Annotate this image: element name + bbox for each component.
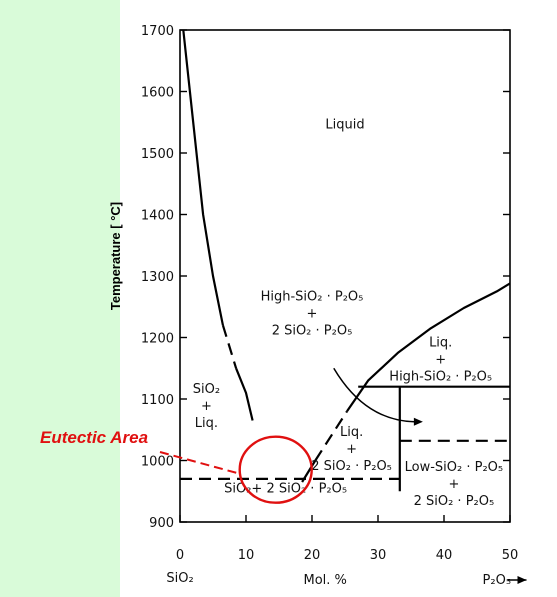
y-axis-title: Temperature [ °C]: [108, 202, 123, 310]
region-label: SiO₂+ 2 SiO₂ · P₂O₅: [224, 481, 347, 496]
x-axis-title: Mol. %: [303, 573, 346, 588]
region-label-line: Liquid: [325, 117, 364, 132]
x-tick-label: 0: [176, 548, 184, 563]
y-tick-label: 1700: [141, 24, 174, 39]
x-tick-label: 10: [238, 548, 255, 563]
solid-boundary: [235, 367, 254, 421]
x-axis-right-end-label: P₂O₅: [483, 573, 512, 588]
region-pointer-arrowhead: [413, 417, 423, 426]
dashed-boundary: [221, 324, 238, 369]
region-label-line: Liq.: [340, 425, 363, 440]
region-label-line: Liq.: [429, 336, 452, 351]
x-tick-label: 30: [370, 548, 387, 563]
y-tick-label: 1300: [141, 270, 174, 285]
region-label-line: SiO₂: [193, 382, 220, 397]
region-label-line: 2 SiO₂ · P₂O₅: [311, 459, 392, 474]
y-tick-label: 1400: [141, 209, 174, 224]
y-tick-label: 1600: [141, 86, 174, 101]
region-label-line: 2 SiO₂ · P₂O₅: [272, 324, 353, 339]
region-label-line: SiO₂+ 2 SiO₂ · P₂O₅: [224, 481, 347, 496]
region-label: SiO₂ + Liq.: [193, 382, 220, 431]
solid-boundary: [346, 282, 511, 412]
y-tick-label: 1100: [141, 393, 174, 408]
region-label: Liq. +2 SiO₂ · P₂O₅: [311, 425, 392, 474]
region-label: High-SiO₂ · P₂O₅ +2 SiO₂ · P₂O₅: [261, 290, 364, 339]
region-label-line: Low-SiO₂ · P₂O₅: [405, 460, 504, 475]
eutectic-annotation: Eutectic Area: [40, 428, 313, 504]
solid-boundary: [182, 29, 224, 326]
y-tick-label: 1200: [141, 332, 174, 347]
region-label: Liquid: [325, 117, 364, 132]
region-label-line: High-SiO₂ · P₂O₅: [389, 370, 492, 385]
x-tick-label: 50: [502, 548, 519, 563]
dashed-boundary: [314, 410, 348, 462]
x-tick-label: 20: [304, 548, 321, 563]
region-label-line: High-SiO₂ · P₂O₅: [261, 290, 364, 305]
region-label: Liq. + High-SiO₂ · P₂O₅: [389, 336, 492, 385]
y-tick-label: 1000: [141, 455, 174, 470]
plot-frame: [179, 29, 511, 523]
phase-boundaries: [180, 29, 511, 492]
x-axis-left-end-label: SiO₂: [166, 571, 193, 586]
region-label-line: +: [448, 477, 459, 492]
region-label-line: +: [307, 307, 318, 322]
region-label: Low-SiO₂ · P₂O₅ +2 SiO₂ · P₂O₅: [405, 460, 504, 509]
y-tick-label: 1500: [141, 147, 174, 162]
plot-axes: 900 1000 1100 1200 1300 1400 1500 1600 1700 0 10 20…: [108, 24, 527, 588]
region-label-line: +: [435, 353, 446, 368]
region-label-line: +: [201, 399, 212, 414]
region-pointer-arrow: [333, 367, 415, 423]
x-axis-arrow-head: [517, 576, 527, 584]
region-label-line: 2 SiO₂ · P₂O₅: [414, 494, 495, 509]
x-tick-label: 40: [436, 548, 453, 563]
y-tick-label: 900: [149, 516, 174, 531]
region-labels: Liquid High-SiO₂ · P₂O₅ +2 SiO₂ · P₂O₅ SiO₂…: [193, 117, 503, 509]
region-label-line: +: [346, 442, 357, 457]
eutectic-circle: [238, 435, 313, 504]
eutectic-area-label: Eutectic Area: [40, 428, 148, 447]
region-label-line: Liq.: [195, 416, 218, 431]
